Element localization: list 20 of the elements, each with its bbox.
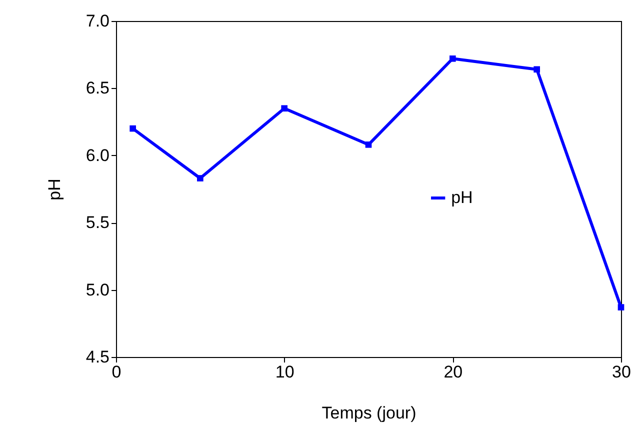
legend-label: pH (451, 188, 473, 207)
point (534, 66, 540, 73)
point (281, 105, 288, 112)
point (130, 125, 136, 132)
x-tick-label: 30 (612, 362, 631, 382)
y-tick-label: 5.5 (86, 213, 110, 232)
point (365, 141, 372, 148)
x-tick-label: 20 (444, 362, 463, 382)
x-tick-label: 10 (275, 362, 294, 382)
y-axis-title: pH (44, 178, 64, 200)
y-tick-label: 7.0 (86, 12, 110, 30)
x-axis-title: Temps (jour) (322, 404, 416, 422)
point (618, 304, 624, 310)
point (197, 175, 204, 182)
y-tick-label: 6.0 (86, 146, 110, 165)
y-tick-label: 4.5 (86, 348, 110, 366)
y-tick-label: 5.0 (86, 280, 110, 300)
x-tick-label: 0 (112, 362, 122, 382)
point (450, 55, 456, 62)
y-tick-label: 6.5 (86, 78, 110, 98)
